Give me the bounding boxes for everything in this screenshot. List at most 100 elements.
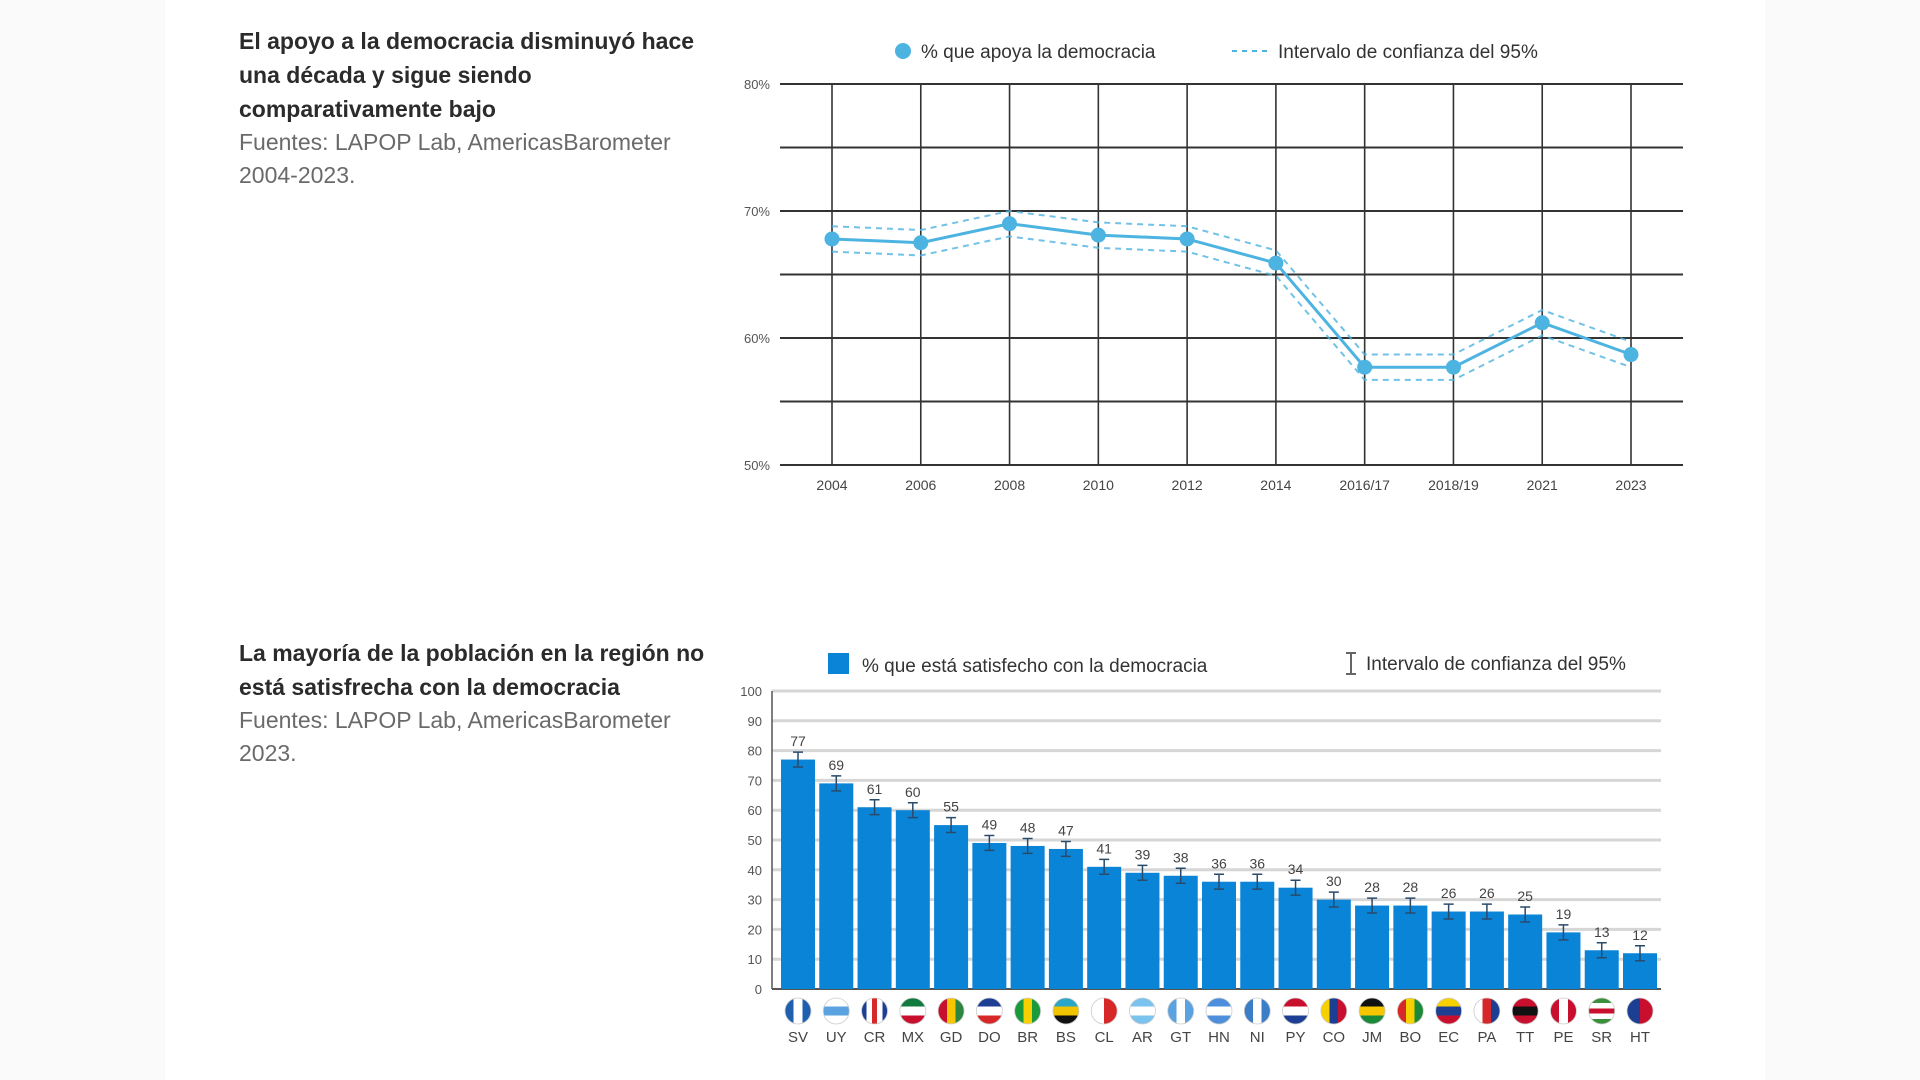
x-tick-label: SR — [1591, 1029, 1612, 1046]
data-point — [913, 235, 929, 251]
flag-py-icon — [1282, 997, 1309, 1025]
legend-bar-icon — [828, 653, 849, 674]
data-label: 30 — [1326, 873, 1342, 889]
error-bar — [793, 751, 803, 768]
flag-ar-icon — [1129, 997, 1156, 1025]
x-tick-label: CL — [1095, 1029, 1114, 1046]
flag-bo-icon — [1396, 997, 1424, 1025]
data-label: 61 — [867, 781, 883, 797]
data-label: 28 — [1364, 879, 1380, 895]
y-tick-label: 70% — [744, 204, 770, 219]
bar — [1278, 887, 1313, 989]
bar — [1316, 899, 1351, 989]
x-tick-label: CR — [864, 1029, 886, 1046]
x-tick-label: 2014 — [1260, 477, 1291, 493]
bar — [1431, 911, 1466, 989]
error-bar — [907, 802, 918, 819]
bar — [819, 783, 854, 989]
x-tick-label: NI — [1250, 1029, 1265, 1046]
bar — [1393, 905, 1428, 989]
data-label: 39 — [1135, 846, 1151, 862]
bar — [972, 842, 1007, 989]
x-tick-label: TT — [1516, 1029, 1534, 1046]
data-point — [1623, 347, 1639, 363]
line-chart-source: Fuentes: LAPOP Lab, AmericasBarometer 20… — [239, 129, 671, 188]
data-label: 34 — [1288, 861, 1304, 877]
x-tick-label: 2016/17 — [1339, 477, 1390, 493]
bar — [781, 759, 815, 989]
legend-label-ci: Intervalo de confianza del 95% — [1278, 42, 1538, 63]
x-tick-label: AR — [1132, 1029, 1153, 1046]
x-tick-label: 2023 — [1615, 477, 1646, 493]
legend-label-satisfied: % que está satisfecho con la democracia — [862, 656, 1208, 677]
flag-sv-icon — [784, 997, 812, 1025]
x-tick-label: 2006 — [905, 477, 936, 493]
bar — [1469, 911, 1504, 989]
legend-dot-icon — [895, 43, 911, 59]
bar-chart-caption: La mayoría de la población en la región … — [239, 636, 709, 770]
x-tick-label: HT — [1630, 1029, 1650, 1046]
x-tick-label: BS — [1056, 1029, 1076, 1046]
y-tick-label: 50% — [744, 458, 770, 473]
bar — [857, 807, 892, 989]
y-tick-label: 70 — [748, 773, 762, 788]
bar — [895, 810, 930, 989]
data-label: 48 — [1020, 820, 1036, 836]
error-bar — [1175, 867, 1186, 884]
error-bar — [1367, 897, 1378, 914]
data-point — [1268, 255, 1284, 271]
error-bar — [1558, 924, 1569, 941]
error-bar — [831, 775, 842, 792]
bar — [1508, 914, 1543, 989]
x-tick-label: 2004 — [816, 477, 847, 493]
x-tick-label: JM — [1362, 1029, 1382, 1046]
bar — [1163, 875, 1198, 989]
error-bar — [1635, 945, 1645, 962]
y-tick-label: 100 — [740, 684, 762, 699]
error-bar — [984, 834, 995, 852]
error-bar — [1328, 891, 1339, 908]
y-tick-label: 0 — [755, 982, 762, 997]
line-chart-title: El apoyo a la democracia disminuyó hace … — [239, 28, 695, 122]
bar-chart-source: Fuentes: LAPOP Lab, AmericasBarometer 20… — [239, 707, 671, 766]
y-tick-label: 90 — [748, 714, 762, 729]
error-bar — [1099, 858, 1110, 876]
flag-pe-icon — [1550, 997, 1577, 1025]
x-tick-label: DO — [978, 1029, 1001, 1046]
data-label: 38 — [1173, 849, 1189, 865]
x-tick-label: 2010 — [1083, 477, 1114, 493]
data-label: 55 — [943, 799, 959, 815]
ci-lower-line — [831, 235, 1632, 381]
data-label: 60 — [905, 784, 921, 800]
error-bar — [1060, 840, 1071, 858]
x-tick-label: SV — [788, 1029, 808, 1046]
flag-uy-icon — [822, 997, 850, 1025]
data-point — [1179, 231, 1195, 247]
data-label: 36 — [1249, 855, 1265, 871]
data-label: 12 — [1632, 927, 1648, 943]
x-tick-label: BO — [1400, 1029, 1422, 1046]
error-bar — [869, 799, 880, 816]
flag-hn-icon — [1205, 997, 1233, 1025]
error-bar — [1137, 864, 1148, 881]
data-label: 26 — [1479, 885, 1495, 901]
data-point — [1445, 359, 1461, 375]
x-tick-label: 2021 — [1527, 477, 1558, 493]
data-point — [1357, 359, 1373, 375]
x-tick-label: PY — [1286, 1029, 1306, 1046]
data-label: 41 — [1096, 840, 1112, 856]
data-label: 19 — [1556, 906, 1572, 922]
y-tick-label: 50 — [748, 833, 762, 848]
data-label: 13 — [1594, 924, 1610, 940]
y-tick-label: 20 — [748, 922, 762, 937]
error-bar — [1443, 903, 1454, 920]
error-bar — [1290, 879, 1301, 896]
bar — [1355, 905, 1390, 989]
bar-chart-title: La mayoría de la población en la región … — [239, 640, 705, 700]
data-label: 69 — [828, 757, 844, 773]
error-bar — [1252, 873, 1263, 890]
y-tick-label: 10 — [748, 952, 762, 967]
bar — [1010, 845, 1045, 989]
support-line — [831, 222, 1632, 369]
x-tick-label: 2018/19 — [1428, 477, 1479, 493]
